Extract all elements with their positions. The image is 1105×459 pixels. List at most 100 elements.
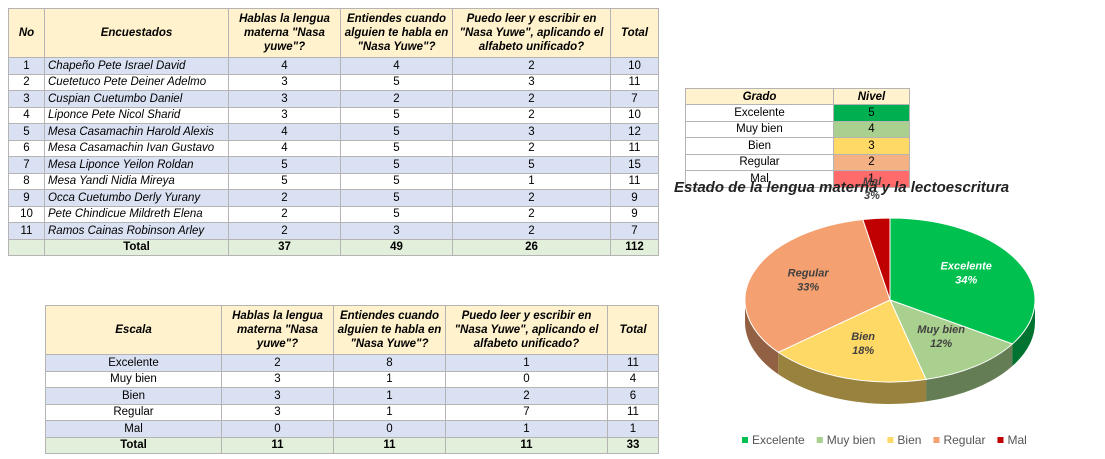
- pie-slice: [862, 217, 891, 301]
- header-cell: Total: [610, 8, 659, 58]
- cell: 1: [445, 420, 608, 438]
- total-cell: Total: [45, 436, 222, 454]
- cell: Ramos Cainas Robinson Arley: [44, 222, 229, 240]
- cell: 3: [228, 90, 341, 108]
- cell: Muy bien: [45, 370, 222, 388]
- cell: 7: [445, 403, 608, 421]
- scale-table: Escala Hablas la lengua materna "Nasa yuw…: [45, 305, 659, 454]
- cell: Mesa Casamachin Harold Alexis: [44, 123, 229, 141]
- survey-table: No Encuestados Hablas la lengua materna "N…: [8, 8, 659, 256]
- row: 4 Liponce Pete Nicol Sharid 3 5 2 10: [8, 106, 659, 124]
- cell: Excelente: [45, 354, 222, 372]
- cell: 1: [607, 420, 659, 438]
- cell: 2: [452, 106, 611, 124]
- cell: 8: [333, 354, 446, 372]
- cell: 6: [8, 139, 45, 157]
- header-row: Escala Hablas la lengua materna "Nasa yuw…: [45, 305, 659, 355]
- cell: Bien: [685, 137, 834, 155]
- cell: 1: [452, 172, 611, 190]
- cell: 7: [8, 156, 45, 174]
- total-cell: 26: [452, 238, 611, 256]
- slice-value: 34%: [955, 274, 977, 286]
- row: 1 Chapeño Pete Israel David 4 4 2 10: [8, 57, 659, 75]
- header-cell: Entiendes cuando alguien te habla en "Na…: [340, 8, 453, 58]
- cell: 3: [8, 90, 45, 108]
- cell: 5: [340, 139, 453, 157]
- cell: 5: [340, 73, 453, 91]
- cell: 5: [8, 123, 45, 141]
- total-cell: 11: [445, 436, 608, 454]
- row: 10 Pete Chindicue Mildreth Elena 2 5 2 9: [8, 205, 659, 223]
- row: Mal 0 0 1 1: [45, 420, 659, 438]
- cell: 4: [228, 57, 341, 75]
- cell: 9: [8, 189, 45, 207]
- legend-swatch: [887, 437, 894, 443]
- header-row: Grado Nivel: [685, 88, 910, 105]
- row: Regular 3 1 7 11: [45, 403, 659, 421]
- row: 7 Mesa Liponce Yeilon Roldan 5 5 5 15: [8, 156, 659, 174]
- cell: 4: [8, 106, 45, 124]
- cell: 3: [833, 137, 910, 155]
- total-row: Total 11 11 11 33: [45, 436, 659, 454]
- slice-value: 3%: [864, 190, 880, 202]
- grade-table: Grado Nivel Excelente 5 Muy bien 4 Bien 3 Regula…: [685, 88, 910, 188]
- header-cell: Hablas la lengua materna "Nasa yuwe"?: [221, 305, 334, 355]
- cell: Occa Cuetumbo Derly Yurany: [44, 189, 229, 207]
- cell: 1: [333, 403, 446, 421]
- slice-label: Mal: [863, 176, 882, 188]
- cell: 5: [340, 205, 453, 223]
- header-cell: Escala: [45, 305, 222, 355]
- cell: 4: [228, 123, 341, 141]
- cell: 5: [340, 172, 453, 190]
- cell: 15: [610, 156, 659, 174]
- cell: 11: [610, 139, 659, 157]
- cell: 5: [340, 156, 453, 174]
- legend-swatch: [997, 437, 1004, 443]
- cell: Mesa Yandi Nidia Mireya: [44, 172, 229, 190]
- pie-slice: [777, 299, 927, 383]
- header-cell: Hablas la lengua materna "Nasa yuwe"?: [228, 8, 341, 58]
- slice-value: 33%: [797, 281, 819, 293]
- cell: 5: [228, 172, 341, 190]
- cell: 2: [452, 205, 611, 223]
- total-cell: 49: [340, 238, 453, 256]
- legend-label: Excelente: [752, 433, 805, 447]
- row: 5 Mesa Casamachin Harold Alexis 4 5 3 12: [8, 123, 659, 141]
- cell: 4: [340, 57, 453, 75]
- cell: Excelente: [685, 104, 834, 122]
- total-cell: 11: [221, 436, 334, 454]
- cell: 2: [228, 189, 341, 207]
- cell: 9: [610, 189, 659, 207]
- pie-side: [1012, 300, 1035, 366]
- cell: 2: [228, 222, 341, 240]
- row: 8 Mesa Yandi Nidia Mireya 5 5 1 11: [8, 172, 659, 190]
- cell: 2: [452, 222, 611, 240]
- legend-label: Regular: [943, 433, 985, 447]
- row: Bien 3: [685, 137, 910, 155]
- legend-label: Mal: [1007, 433, 1026, 447]
- cell: 5: [340, 123, 453, 141]
- cell: Muy bien: [685, 120, 834, 138]
- cell: 2: [221, 354, 334, 372]
- cell: 11: [607, 354, 659, 372]
- header-cell: Nivel: [833, 88, 910, 105]
- legend-label: Bien: [897, 433, 921, 447]
- cell: Cuspian Cuetumbo Daniel: [44, 90, 229, 108]
- header-cell: Puedo leer y escribir en "Nasa Yuwe", ap…: [452, 8, 611, 58]
- cell: 2: [340, 90, 453, 108]
- pie-side: [778, 352, 927, 404]
- header-cell: Grado: [685, 88, 834, 105]
- row: 11 Ramos Cainas Robinson Arley 2 3 2 7: [8, 222, 659, 240]
- total-row: Total 37 49 26 112: [8, 238, 659, 256]
- cell: 3: [221, 387, 334, 405]
- cell: 5: [833, 104, 910, 122]
- pie-side: [926, 343, 1013, 402]
- row: Excelente 5: [685, 104, 910, 122]
- slice-label: Excelente: [941, 260, 992, 272]
- cell: 1: [833, 170, 910, 188]
- row: 2 Cuetetuco Pete Deiner Adelmo 3 5 3 11: [8, 73, 659, 91]
- cell: 11: [607, 403, 659, 421]
- cell: 7: [610, 90, 659, 108]
- cell: 6: [607, 387, 659, 405]
- cell: Regular: [685, 153, 834, 171]
